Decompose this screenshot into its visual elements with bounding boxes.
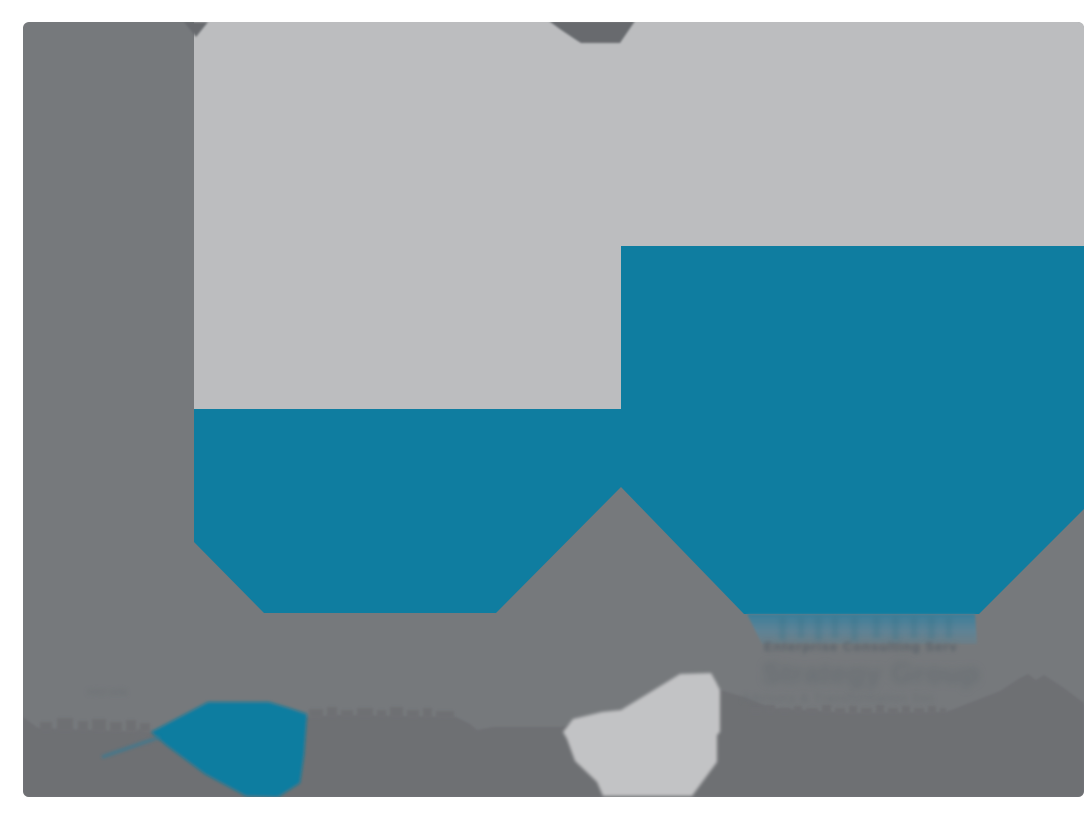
svg-text:Enterprise Consulting Serv: Enterprise Consulting Serv — [764, 639, 958, 654]
svg-text:Advisory & Transformation Svc: Advisory & Transformation Svc — [742, 691, 935, 705]
svg-text:mint sola: mint sola — [87, 687, 127, 698]
svg-text:Strategy Group: Strategy Group — [762, 658, 980, 690]
